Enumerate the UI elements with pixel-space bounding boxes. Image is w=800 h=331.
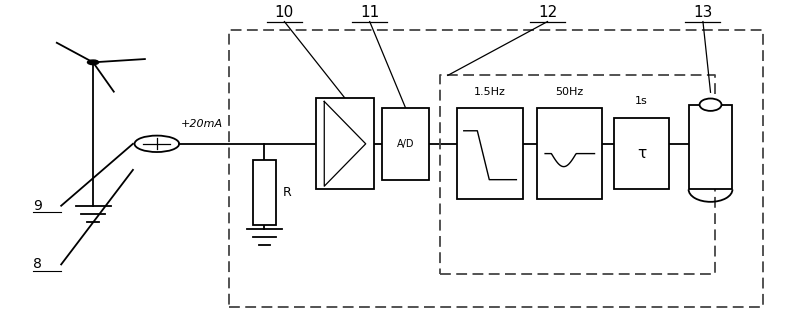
Text: 1.5Hz: 1.5Hz <box>474 87 506 97</box>
Circle shape <box>87 60 98 65</box>
Text: 1s: 1s <box>635 96 648 107</box>
Text: +20mA: +20mA <box>181 119 223 129</box>
Text: 13: 13 <box>694 5 713 20</box>
Bar <box>316 98 374 189</box>
Bar <box>382 108 429 180</box>
Text: A/D: A/D <box>397 139 414 149</box>
Bar <box>689 105 733 189</box>
Text: 10: 10 <box>274 5 294 20</box>
Bar <box>458 108 522 199</box>
Ellipse shape <box>699 99 722 111</box>
Text: R: R <box>283 186 291 199</box>
Bar <box>537 108 602 199</box>
Text: 11: 11 <box>360 5 379 20</box>
Text: 9: 9 <box>34 199 42 213</box>
Bar <box>614 118 670 189</box>
Text: τ: τ <box>637 146 646 161</box>
Bar <box>253 160 277 225</box>
Text: 50Hz: 50Hz <box>556 87 584 97</box>
Text: 12: 12 <box>538 5 557 20</box>
Text: 8: 8 <box>34 258 42 271</box>
